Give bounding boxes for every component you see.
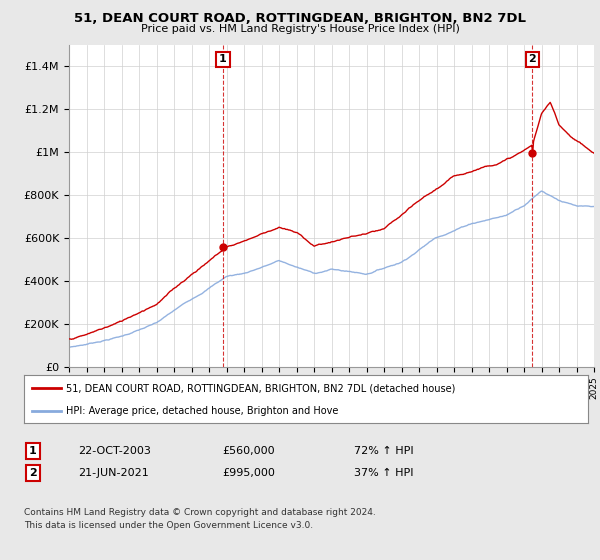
Text: 37% ↑ HPI: 37% ↑ HPI [354,468,413,478]
Text: 72% ↑ HPI: 72% ↑ HPI [354,446,413,456]
Text: This data is licensed under the Open Government Licence v3.0.: This data is licensed under the Open Gov… [24,521,313,530]
Text: 21-JUN-2021: 21-JUN-2021 [78,468,149,478]
Text: 1: 1 [29,446,37,456]
Text: 22-OCT-2003: 22-OCT-2003 [78,446,151,456]
Text: 1: 1 [219,54,227,64]
Text: £560,000: £560,000 [222,446,275,456]
Text: 2: 2 [29,468,37,478]
Text: £995,000: £995,000 [222,468,275,478]
Text: HPI: Average price, detached house, Brighton and Hove: HPI: Average price, detached house, Brig… [66,406,338,416]
Text: 2: 2 [529,54,536,64]
Text: Contains HM Land Registry data © Crown copyright and database right 2024.: Contains HM Land Registry data © Crown c… [24,508,376,517]
Text: 51, DEAN COURT ROAD, ROTTINGDEAN, BRIGHTON, BN2 7DL (detached house): 51, DEAN COURT ROAD, ROTTINGDEAN, BRIGHT… [66,383,455,393]
Text: 51, DEAN COURT ROAD, ROTTINGDEAN, BRIGHTON, BN2 7DL: 51, DEAN COURT ROAD, ROTTINGDEAN, BRIGHT… [74,12,526,25]
Text: Price paid vs. HM Land Registry's House Price Index (HPI): Price paid vs. HM Land Registry's House … [140,24,460,34]
